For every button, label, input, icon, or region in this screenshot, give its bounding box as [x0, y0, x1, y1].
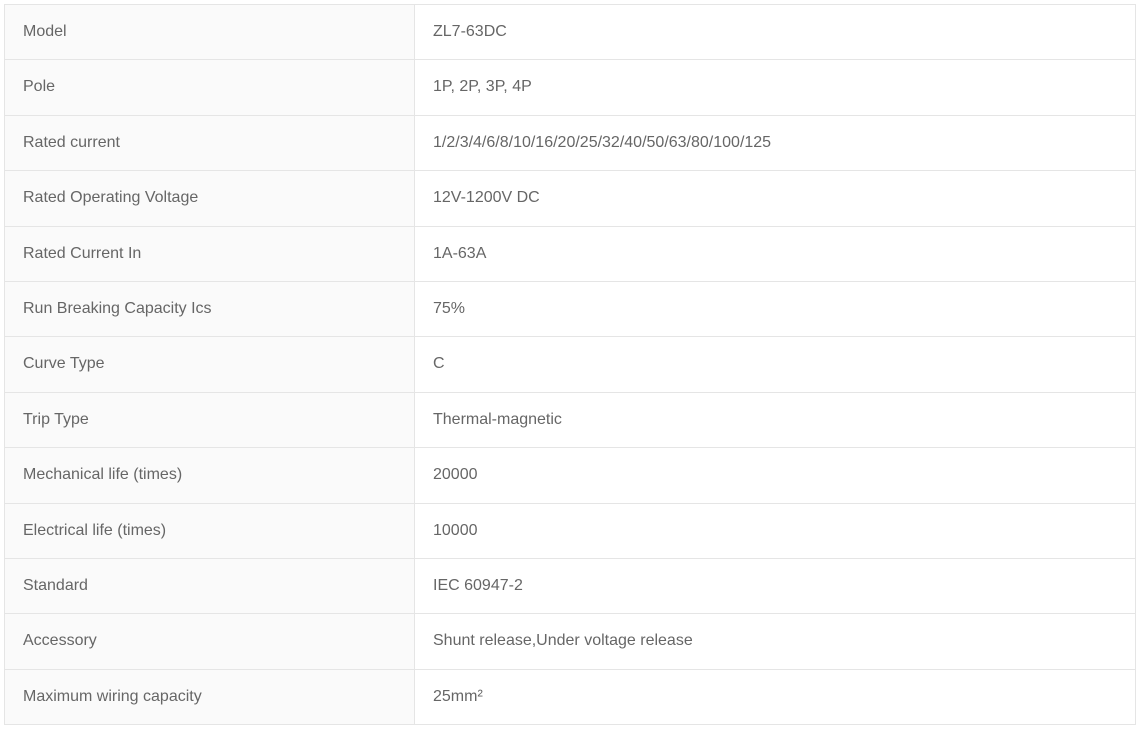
spec-value: 1P, 2P, 3P, 4P — [415, 60, 1136, 115]
spec-value: 25mm² — [415, 669, 1136, 724]
spec-value: Shunt release,Under voltage release — [415, 614, 1136, 669]
spec-value: ZL7-63DC — [415, 5, 1136, 60]
spec-label: Mechanical life (times) — [5, 448, 415, 503]
spec-label: Pole — [5, 60, 415, 115]
table-row: Curve Type C — [5, 337, 1136, 392]
table-row: Maximum wiring capacity 25mm² — [5, 669, 1136, 724]
spec-label: Rated Current In — [5, 226, 415, 281]
spec-label: Curve Type — [5, 337, 415, 392]
spec-label: Trip Type — [5, 392, 415, 447]
spec-label: Rated current — [5, 115, 415, 170]
table-row: Rated Operating Voltage 12V-1200V DC — [5, 171, 1136, 226]
spec-value: 10000 — [415, 503, 1136, 558]
spec-label: Electrical life (times) — [5, 503, 415, 558]
table-row: Electrical life (times) 10000 — [5, 503, 1136, 558]
spec-value: Thermal-magnetic — [415, 392, 1136, 447]
spec-value: C — [415, 337, 1136, 392]
table-row: Accessory Shunt release,Under voltage re… — [5, 614, 1136, 669]
spec-value: 1/2/3/4/6/8/10/16/20/25/32/40/50/63/80/1… — [415, 115, 1136, 170]
spec-table-body: Model ZL7-63DC Pole 1P, 2P, 3P, 4P Rated… — [5, 5, 1136, 725]
spec-value: 12V-1200V DC — [415, 171, 1136, 226]
table-row: Rated current 1/2/3/4/6/8/10/16/20/25/32… — [5, 115, 1136, 170]
table-row: Standard IEC 60947-2 — [5, 558, 1136, 613]
spec-label: Model — [5, 5, 415, 60]
table-row: Pole 1P, 2P, 3P, 4P — [5, 60, 1136, 115]
spec-label: Accessory — [5, 614, 415, 669]
table-row: Run Breaking Capacity Ics 75% — [5, 281, 1136, 336]
spec-value: 20000 — [415, 448, 1136, 503]
table-row: Mechanical life (times) 20000 — [5, 448, 1136, 503]
spec-label: Run Breaking Capacity Ics — [5, 281, 415, 336]
table-row: Trip Type Thermal-magnetic — [5, 392, 1136, 447]
spec-value: IEC 60947-2 — [415, 558, 1136, 613]
spec-label: Rated Operating Voltage — [5, 171, 415, 226]
table-row: Rated Current In 1A-63A — [5, 226, 1136, 281]
table-row: Model ZL7-63DC — [5, 5, 1136, 60]
spec-label: Standard — [5, 558, 415, 613]
spec-table: Model ZL7-63DC Pole 1P, 2P, 3P, 4P Rated… — [4, 4, 1136, 725]
spec-value: 75% — [415, 281, 1136, 336]
spec-value: 1A-63A — [415, 226, 1136, 281]
spec-label: Maximum wiring capacity — [5, 669, 415, 724]
